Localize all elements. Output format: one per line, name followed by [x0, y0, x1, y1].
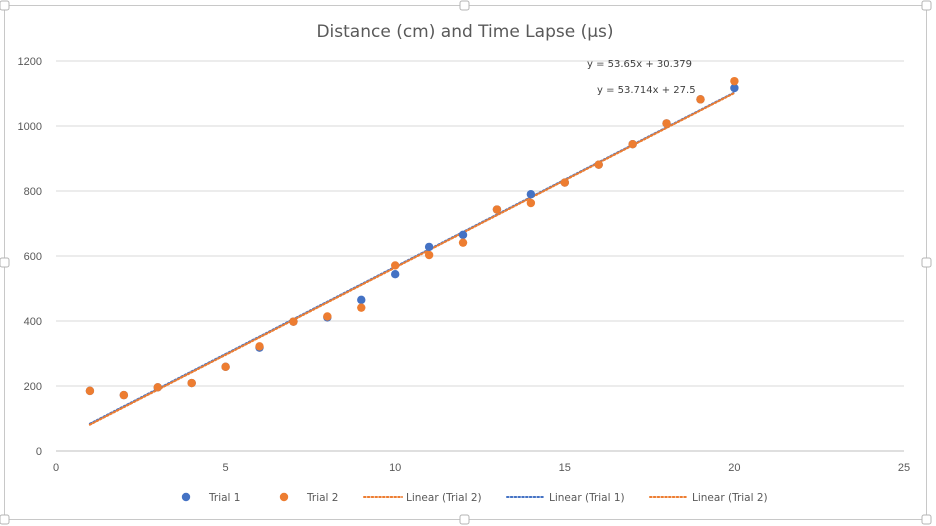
point-trial-2[interactable] [119, 390, 129, 400]
legend[interactable]: Trial 1 Trial 2 Linear (Trial 2) Linear (Tr… [181, 492, 768, 504]
point-trial-2[interactable] [255, 342, 264, 351]
resize-handle-bottom-left[interactable] [0, 514, 10, 525]
point-trial-2[interactable] [221, 362, 230, 372]
point-trial-2[interactable] [594, 160, 603, 169]
point-trial-2[interactable] [458, 238, 468, 247]
data-points[interactable] [85, 76, 739, 400]
x-tick-label: 20 [728, 462, 740, 474]
point-trial-2[interactable] [492, 205, 502, 214]
axes: 0 200 400 600 800 1000 1200 0 5 10 15 20 25 [18, 56, 911, 474]
chart-title[interactable]: Distance (cm) and Time Lapse (µs) [316, 22, 613, 42]
point-trial-2[interactable] [153, 383, 162, 392]
point-trial-1[interactable] [391, 270, 400, 279]
y-tick-label: 400 [24, 316, 42, 328]
point-trial-2[interactable] [560, 178, 569, 187]
point-trial-2[interactable] [357, 303, 366, 312]
resize-handle-top-left[interactable] [0, 0, 10, 11]
legend-label: Trial 1 [208, 492, 240, 504]
y-tick-label: 1000 [18, 121, 42, 133]
y-tick-label: 1200 [18, 56, 42, 68]
legend-label: Linear (Trial 2) [692, 492, 768, 504]
point-trial-2[interactable] [391, 261, 400, 270]
y-tick-label: 0 [36, 446, 42, 458]
point-trial-2[interactable] [696, 95, 705, 104]
point-trial-2[interactable] [662, 119, 671, 128]
point-trial-2[interactable] [323, 312, 332, 321]
legend-item[interactable]: Trial 2 [279, 492, 339, 504]
legend-label: Linear (Trial 2) [406, 492, 482, 504]
resize-handle-bottom-right[interactable] [921, 514, 932, 525]
legend-label: Linear (Trial 1) [549, 492, 625, 504]
trendlines[interactable] [88, 91, 736, 426]
resize-handle-top-right[interactable] [921, 0, 932, 11]
legend-item[interactable]: Trial 1 [181, 492, 241, 504]
point-trial-1[interactable] [424, 242, 434, 252]
legend-item[interactable]: Linear (Trial 2) [363, 492, 482, 504]
point-trial-1[interactable] [458, 230, 468, 240]
resize-handle-left[interactable] [0, 257, 10, 268]
point-trial-2[interactable] [187, 378, 196, 388]
x-tick-label: 15 [559, 462, 571, 474]
point-trial-1[interactable] [730, 83, 739, 93]
x-tick-label: 5 [223, 462, 229, 474]
resize-handle-top[interactable] [459, 0, 470, 11]
legend-label: Trial 2 [306, 492, 338, 504]
point-trial-1[interactable] [526, 190, 536, 199]
chart-border [4, 5, 927, 520]
point-trial-2[interactable] [289, 317, 298, 326]
point-trial-2[interactable] [424, 250, 434, 260]
legend-item[interactable]: Linear (Trial 1) [506, 492, 625, 504]
x-tick-label: 25 [898, 462, 910, 474]
x-tick-label: 10 [389, 462, 401, 474]
point-trial-2[interactable] [85, 386, 95, 396]
point-trial-2[interactable] [628, 140, 637, 149]
point-trial-1[interactable] [357, 295, 366, 305]
legend-marker [181, 492, 191, 502]
legend-marker [279, 492, 289, 502]
y-tick-label: 600 [24, 251, 42, 263]
trendline-equation-trial1[interactable]: y = 53.65x + 30.379 [587, 59, 692, 70]
y-tick-label: 200 [24, 381, 42, 393]
trendline-equation-trial2[interactable]: y = 53.714x + 27.5 [597, 85, 696, 96]
legend-item[interactable]: Linear (Trial 2) [649, 492, 768, 504]
trendline-3[interactable] [88, 91, 736, 426]
gridlines [56, 60, 904, 387]
resize-handle-bottom[interactable] [459, 514, 470, 525]
x-tick-label: 0 [53, 462, 59, 474]
y-tick-label: 800 [24, 186, 42, 198]
point-trial-2[interactable] [730, 76, 739, 86]
resize-handle-right[interactable] [921, 257, 932, 268]
point-trial-2[interactable] [526, 198, 536, 208]
